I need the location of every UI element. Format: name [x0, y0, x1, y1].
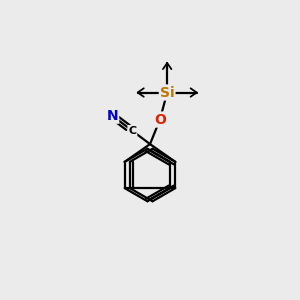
Text: Si: Si — [160, 85, 175, 100]
Text: C: C — [128, 126, 136, 136]
Text: N: N — [106, 109, 118, 123]
Text: O: O — [154, 112, 166, 127]
